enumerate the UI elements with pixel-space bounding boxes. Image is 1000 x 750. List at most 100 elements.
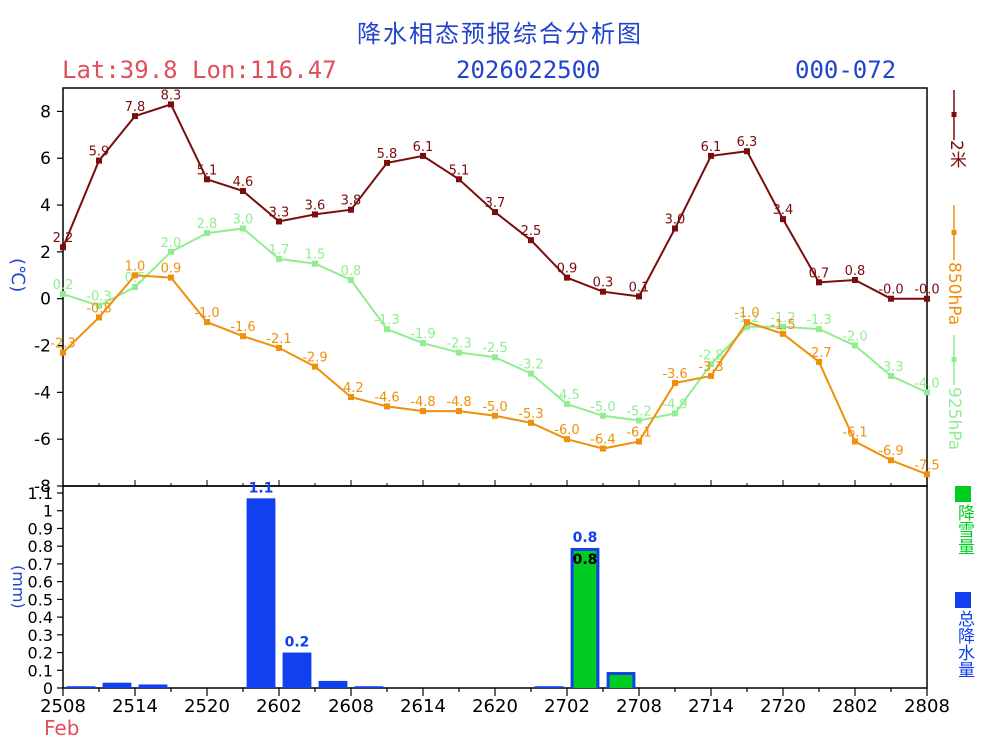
point-t850 — [420, 408, 426, 415]
precip-ytick-label: 0.1 — [28, 661, 53, 680]
total-precip-bar — [354, 686, 384, 688]
point-label-t2m: 5.1 — [449, 163, 470, 178]
point-label-t2m: -0.0 — [914, 283, 939, 298]
point-label-t850: -6.1 — [842, 426, 867, 441]
point-label-t2m: 5.8 — [377, 147, 398, 162]
point-t2m — [204, 176, 210, 183]
point-label-t925: -4.5 — [554, 388, 579, 403]
x-tick-label: 2708 — [616, 696, 662, 717]
point-label-t925: -2.3 — [446, 337, 471, 352]
point-t850 — [456, 408, 462, 415]
temp-ytick-label: 2 — [40, 243, 51, 263]
point-label-t925: -5.2 — [626, 404, 651, 419]
point-t850 — [348, 394, 354, 401]
point-label-t925: -4.9 — [662, 397, 687, 412]
point-label-t925: -1.3 — [374, 313, 399, 328]
point-label-t925: 0.2 — [53, 278, 74, 293]
point-label-t850: -6.0 — [554, 423, 579, 438]
point-t850 — [888, 457, 894, 464]
lat-lon-label: Lat:39.8 Lon:116.47 — [62, 56, 337, 84]
forecast-range-label: 000-072 — [795, 56, 897, 84]
precip-panel-frame — [62, 485, 928, 689]
temp-ytick-label: -4 — [34, 383, 51, 403]
point-label-t850: -2.3 — [50, 337, 75, 352]
point-label-t925: -2.5 — [482, 341, 507, 356]
point-t850 — [564, 436, 570, 443]
point-t2m — [348, 206, 354, 213]
point-label-t2m: 3.4 — [773, 203, 794, 218]
month-label: Feb — [44, 716, 80, 740]
point-label-t850: -2.1 — [266, 332, 291, 347]
point-label-t850: -0.8 — [86, 301, 111, 316]
x-tick-label: 2620 — [472, 696, 518, 717]
temp-ytick-label: -6 — [34, 430, 51, 450]
x-tick-label: 2602 — [256, 696, 302, 717]
temp-ytick-label: 6 — [40, 149, 51, 169]
point-t850 — [168, 274, 174, 281]
series-line-t850 — [62, 274, 928, 476]
point-label-t850: -6.1 — [626, 426, 651, 441]
point-label-t2m: 3.0 — [665, 212, 686, 227]
point-label-t850: -7.5 — [914, 458, 939, 473]
point-t850 — [528, 419, 534, 426]
x-tick-label: 2520 — [184, 696, 230, 717]
point-t850 — [276, 344, 282, 351]
point-label-t850: -1.0 — [194, 306, 219, 321]
point-t850 — [384, 403, 390, 410]
point-label-t2m: 0.9 — [557, 262, 578, 277]
point-t850 — [600, 445, 606, 452]
point-t925 — [492, 354, 498, 361]
point-label-t850: -2.9 — [302, 351, 327, 366]
legend-t925-line — [951, 335, 957, 385]
point-t2m — [96, 157, 102, 164]
point-t925 — [636, 417, 642, 424]
legend-total-label: 总降水量 — [954, 610, 974, 678]
point-label-t925: 0.8 — [341, 264, 362, 279]
point-label-t2m: 3.6 — [305, 198, 326, 213]
point-label-t925: -3.3 — [878, 360, 903, 375]
point-t850 — [780, 330, 786, 337]
series-line-t925 — [62, 227, 928, 422]
point-label-t925: -2.8 — [698, 348, 723, 363]
precip-ytick-label: 0.7 — [28, 555, 53, 574]
snow-bar — [609, 675, 633, 688]
point-t2m — [852, 276, 858, 283]
point-label-t850: -2.7 — [806, 346, 831, 361]
precip-ytick-label: 0.9 — [28, 519, 53, 538]
precip-ytick-label: 1.1 — [28, 484, 53, 503]
point-label-t2m: 0.1 — [629, 280, 650, 295]
point-t850 — [816, 358, 822, 365]
total-precip-bar — [318, 680, 348, 688]
point-t2m — [888, 295, 894, 302]
point-label-t925: -3.2 — [518, 358, 543, 373]
temp-ytick-label: -2 — [34, 337, 51, 357]
point-t2m — [60, 244, 66, 251]
precip-ytick-label: 0 — [43, 679, 53, 698]
point-t925 — [204, 230, 210, 237]
point-t850 — [924, 471, 930, 478]
point-t850 — [132, 272, 138, 279]
point-label-t850: -6.4 — [590, 433, 615, 448]
point-label-t850: -5.3 — [518, 407, 543, 422]
point-t925 — [924, 389, 930, 396]
point-t2m — [636, 293, 642, 300]
total-precip-bar — [66, 686, 96, 688]
temp-ytick-label: -8 — [34, 477, 51, 497]
point-t925 — [240, 225, 246, 232]
point-label-t850: -1.5 — [770, 318, 795, 333]
x-tick-label: 2608 — [328, 696, 374, 717]
point-label-t925: 1.7 — [269, 243, 290, 258]
point-t2m — [708, 152, 714, 159]
point-label-t2m: 3.3 — [269, 205, 290, 220]
point-label-t925: -1.2 — [770, 311, 795, 326]
init-date-label: 2026022500 — [456, 56, 601, 84]
snow-label: 0.8 — [573, 552, 598, 568]
point-label-t2m: 6.1 — [413, 140, 434, 155]
point-t2m — [600, 288, 606, 295]
point-label-t850: -5.0 — [482, 400, 507, 415]
precip-ytick-label: 0.3 — [28, 626, 53, 645]
page-title: 降水相态预报综合分析图 — [357, 20, 643, 48]
snow-bar — [573, 550, 597, 688]
x-tick-label: 2720 — [760, 696, 806, 717]
point-t850 — [60, 349, 66, 356]
